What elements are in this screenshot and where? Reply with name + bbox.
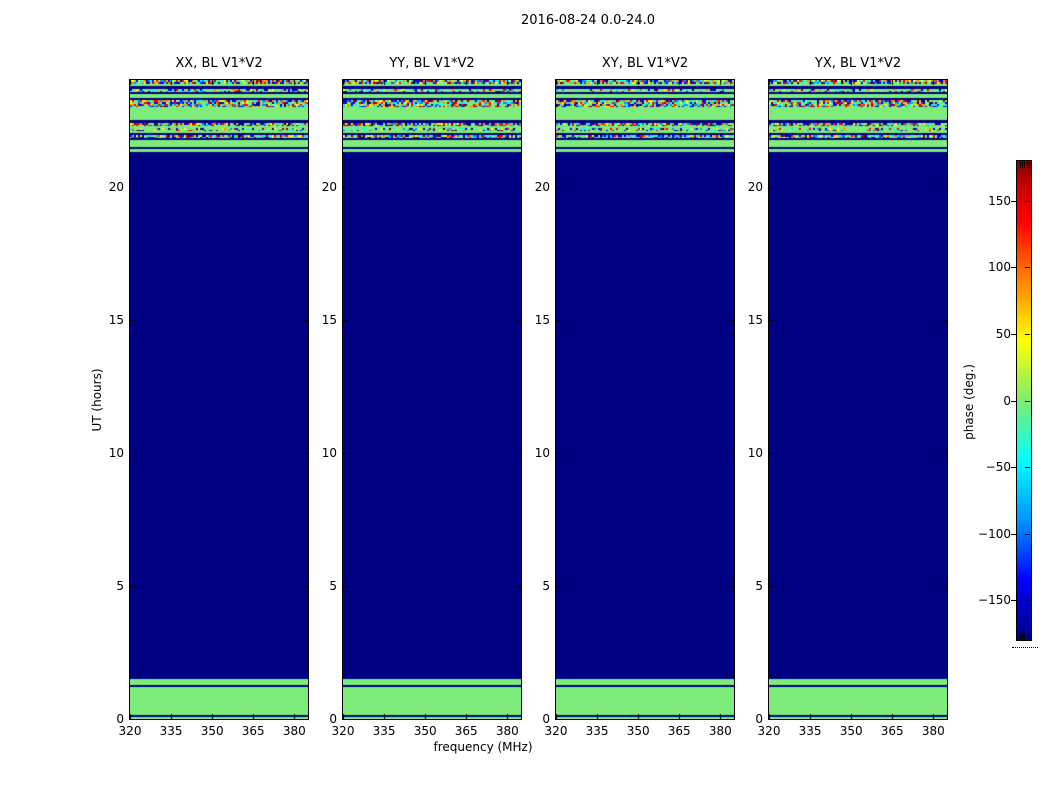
y-tick-label: 0 xyxy=(755,712,763,726)
y-tick-label: 15 xyxy=(108,312,124,327)
y-tick-label: 10 xyxy=(321,445,337,460)
y-tick-label: 5 xyxy=(116,578,124,593)
colorbar-clim-hatch xyxy=(1019,633,1021,639)
heatmap-canvas xyxy=(768,79,948,720)
colorbar-tick-mark xyxy=(1025,400,1030,402)
colorbar-tick-label: 0 xyxy=(1003,393,1011,408)
colorbar-tick-mark xyxy=(1025,333,1030,335)
colorbar-clim-hatch xyxy=(1024,162,1026,168)
x-tick-label: 380 xyxy=(495,724,519,738)
heatmap-canvas xyxy=(342,79,522,720)
x-tick-label: 320 xyxy=(118,724,142,738)
colorbar-clim-hatch xyxy=(1021,162,1023,168)
x-tick-label: 350 xyxy=(413,724,437,738)
y-tick-label: 10 xyxy=(534,445,550,460)
colorbar-tick-mark xyxy=(1025,467,1030,469)
panel-title: YX, BL V1*V2 xyxy=(814,56,902,71)
x-tick-label: 365 xyxy=(454,724,478,738)
colorbar-clim-hatch xyxy=(1026,162,1028,168)
heatmap-canvas xyxy=(129,79,309,720)
y-tick-label: 5 xyxy=(329,578,337,593)
colorbar-tick-mark xyxy=(1011,400,1017,402)
colorbar-clim-hatch xyxy=(1021,633,1023,639)
panel-title: XY, BL V1*V2 xyxy=(601,56,689,71)
x-tick-label: 380 xyxy=(708,724,732,738)
y-tick-label: 20 xyxy=(534,179,550,194)
x-tick-label: 335 xyxy=(798,724,822,738)
y-tick-label: 5 xyxy=(542,578,550,593)
colorbar-tick-mark xyxy=(1025,267,1030,269)
y-axis-label: UT (hours) xyxy=(90,368,104,432)
colorbar-tick-mark xyxy=(1025,200,1030,202)
heatmap-panel-xx: XX, BL V1*V2 xyxy=(129,56,309,720)
x-tick-label: 350 xyxy=(839,724,863,738)
panel-title: XX, BL V1*V2 xyxy=(175,56,263,71)
x-tick-label: 335 xyxy=(372,724,396,738)
x-tick-label: 350 xyxy=(200,724,224,738)
y-tick-label: 20 xyxy=(747,179,763,194)
colorbar-tick-mark xyxy=(1011,600,1017,602)
colorbar-tick-label: −150 xyxy=(978,593,1011,608)
colorbar-clim-hatch xyxy=(1029,633,1031,639)
y-tick-label: 15 xyxy=(321,312,337,327)
x-tick-label: 320 xyxy=(544,724,568,738)
y-tick-label: 0 xyxy=(329,712,337,726)
x-tick-label: 380 xyxy=(282,724,306,738)
colorbar-tick-label: −100 xyxy=(978,526,1011,541)
y-tick-label: 20 xyxy=(321,179,337,194)
heatmap-canvas xyxy=(555,79,735,720)
x-tick-label: 350 xyxy=(626,724,650,738)
heatmap-panel-xy: XY, BL V1*V2 xyxy=(555,56,735,720)
y-tick-label: 10 xyxy=(108,445,124,460)
colorbar-clim-hatch xyxy=(1019,162,1021,168)
y-tick-label: 15 xyxy=(747,312,763,327)
colorbar-clim-hatch xyxy=(1029,162,1031,168)
y-tick-label: 0 xyxy=(116,712,124,726)
y-tick-label: 20 xyxy=(108,179,124,194)
colorbar-tick-label: −50 xyxy=(985,460,1011,475)
colorbar-minor-dots xyxy=(1012,647,1038,648)
colorbar-tick-label: 150 xyxy=(988,193,1011,208)
colorbar-tick-mark xyxy=(1011,333,1017,335)
colorbar-tick-mark xyxy=(1025,600,1030,602)
colorbar-tick-mark xyxy=(1011,533,1017,535)
y-tick-label: 15 xyxy=(534,312,550,327)
colorbar-tick-label: 100 xyxy=(988,260,1011,275)
y-tick-label: 5 xyxy=(755,578,763,593)
heatmap-panel-yx: YX, BL V1*V2 xyxy=(768,56,948,720)
x-tick-label: 335 xyxy=(585,724,609,738)
colorbar-clim-hatch xyxy=(1026,633,1028,639)
panel-title: YY, BL V1*V2 xyxy=(389,56,475,71)
y-tick-label: 0 xyxy=(542,712,550,726)
x-tick-label: 365 xyxy=(880,724,904,738)
heatmap-panel-yy: YY, BL V1*V2 xyxy=(342,56,522,720)
colorbar-clim-hatch xyxy=(1024,633,1026,639)
x-tick-label: 320 xyxy=(331,724,355,738)
y-tick-label: 10 xyxy=(747,445,763,460)
colorbar-tick-mark xyxy=(1011,267,1017,269)
x-tick-label: 335 xyxy=(159,724,183,738)
x-tick-label: 380 xyxy=(921,724,945,738)
x-tick-label: 365 xyxy=(241,724,265,738)
colorbar-tick-mark xyxy=(1011,467,1017,469)
x-tick-label: 365 xyxy=(667,724,691,738)
figure-title: 2016-08-24 0.0-24.0 xyxy=(521,13,655,28)
colorbar-tick-label: 50 xyxy=(995,326,1011,341)
colorbar-tick-mark xyxy=(1025,533,1030,535)
x-tick-label: 320 xyxy=(757,724,781,738)
colorbar-tick-mark xyxy=(1011,200,1017,202)
x-axis-label: frequency (MHz) xyxy=(433,740,533,754)
